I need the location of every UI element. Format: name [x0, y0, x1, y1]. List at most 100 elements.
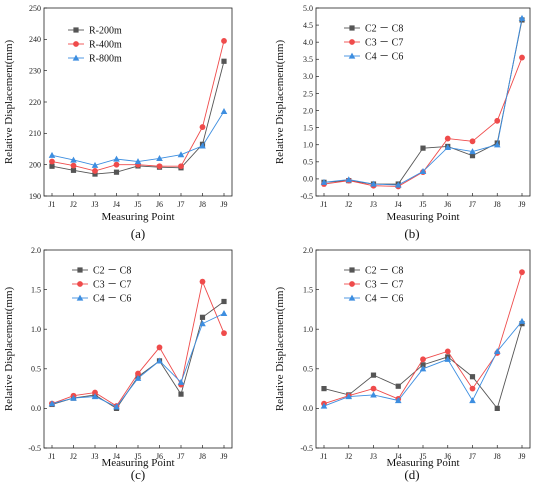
series-3 — [320, 14, 526, 188]
series-line — [51, 312, 225, 408]
data-point — [419, 365, 427, 372]
data-point — [444, 348, 451, 355]
data-point — [70, 167, 77, 173]
y-tick-label: 1.5 — [303, 285, 313, 294]
data-point — [113, 155, 120, 162]
data-point — [92, 389, 98, 396]
data-point — [48, 400, 56, 407]
y-axis-label: Relative Displacement(mm) — [274, 287, 286, 412]
legend-label: R-200m — [89, 26, 122, 37]
x-tick-label: J1 — [320, 452, 327, 461]
y-tick-label: 2.0 — [303, 106, 313, 115]
data-point — [134, 374, 142, 381]
data-point — [370, 391, 377, 398]
series-3 — [320, 317, 526, 409]
data-point — [493, 141, 501, 148]
data-point — [444, 355, 452, 362]
x-tick-label: J4 — [113, 200, 120, 209]
x-tick-label: J5 — [419, 452, 426, 461]
x-tick-label: J8 — [494, 452, 501, 461]
data-point — [178, 163, 184, 170]
legend-label: C4 － C6 — [365, 294, 403, 305]
data-point — [135, 370, 141, 377]
series-2 — [321, 269, 525, 407]
x-tick-label: J3 — [91, 200, 98, 209]
data-point — [345, 393, 353, 400]
legend-label: C3 － C7 — [93, 280, 131, 291]
data-point — [370, 180, 377, 187]
x-tick-label: J5 — [134, 452, 141, 461]
y-tick-label: 230 — [29, 66, 41, 75]
data-point — [394, 181, 402, 188]
data-point — [394, 397, 402, 404]
data-point — [370, 372, 377, 378]
panel-label: (b) — [404, 226, 419, 241]
x-tick-label: J3 — [370, 452, 377, 461]
x-tick-label: J7 — [469, 200, 476, 209]
data-point — [493, 347, 501, 354]
y-tick-label: 250 — [29, 4, 41, 13]
x-axis-label: Measuring Point — [386, 211, 459, 223]
x-tick-label: J2 — [70, 200, 77, 209]
y-tick-label: 0.5 — [31, 365, 41, 374]
legend-label: C4 － C6 — [365, 52, 403, 63]
data-point — [395, 383, 401, 389]
data-point — [49, 158, 55, 165]
x-axis-label: Measuring Point — [101, 457, 174, 469]
data-point — [91, 393, 99, 400]
y-tick-label: 1.0 — [31, 325, 41, 334]
data-point — [70, 156, 77, 163]
x-tick-label: J1 — [48, 452, 55, 461]
data-point — [70, 394, 77, 401]
data-point — [518, 14, 526, 21]
x-tick-label: J9 — [518, 200, 525, 209]
series-1 — [49, 298, 227, 411]
data-point — [91, 161, 99, 168]
x-tick-label: J2 — [345, 200, 352, 209]
x-tick-label: J4 — [395, 200, 402, 209]
chart-panel-c: -0.5 0.0 0.5 1.0 1.5 2.0 J1 J2 J3 J4 J5 J6 J7 J8 J9 Mea… — [3, 246, 233, 482]
y-tick-label: 0.0 — [303, 404, 313, 413]
panel-label: (d) — [404, 467, 419, 482]
legend-label: C2 － C8 — [365, 24, 403, 35]
y-tick-label: 3.5 — [303, 55, 313, 64]
data-point — [220, 108, 228, 114]
x-tick-label: J1 — [320, 200, 327, 209]
data-point — [519, 269, 525, 276]
data-point — [92, 171, 98, 177]
data-point — [113, 403, 120, 410]
data-point — [156, 163, 163, 170]
legend-marker — [77, 281, 83, 287]
plot-frame — [315, 249, 531, 449]
x-tick-label: J6 — [444, 200, 451, 209]
chart-panel-d: -0.5 0.0 0.5 1.0 1.5 2.0 J1 J2 J3 J4 J5 J6 J7 J8 J9 Mea… — [274, 246, 531, 482]
y-tick-label: 220 — [29, 98, 41, 107]
x-tick-label: J7 — [177, 452, 184, 461]
data-point — [320, 178, 328, 185]
x-tick-label: J9 — [220, 452, 227, 461]
data-point — [156, 155, 163, 161]
legend-label: C2 － C8 — [365, 266, 403, 277]
data-point — [177, 378, 185, 385]
series-line — [51, 61, 225, 175]
chart-panel-b: -0.5 0.0 0.5 1.0 1.5 2.0 2.5 3.0 3.5 4.0 4.5 5.0 J1 J… — [274, 4, 531, 241]
y-tick-label: 210 — [29, 129, 41, 138]
x-tick-label: J1 — [48, 200, 55, 209]
series-line — [323, 19, 523, 185]
data-point — [178, 391, 184, 397]
data-point — [444, 144, 452, 151]
x-tick-label: J8 — [199, 200, 206, 209]
data-point — [199, 320, 206, 327]
legend-marker — [349, 39, 355, 45]
data-point — [70, 162, 77, 169]
x-tick-label: J8 — [494, 200, 501, 209]
x-tick-label: J2 — [345, 452, 352, 461]
series-line — [51, 301, 225, 410]
x-tick-label: J7 — [177, 200, 184, 209]
data-point — [321, 386, 327, 392]
y-axis-label: Relative Displacement(mm) — [3, 287, 15, 412]
x-tick-label: J9 — [518, 452, 525, 461]
x-tick-label: J3 — [370, 200, 377, 209]
